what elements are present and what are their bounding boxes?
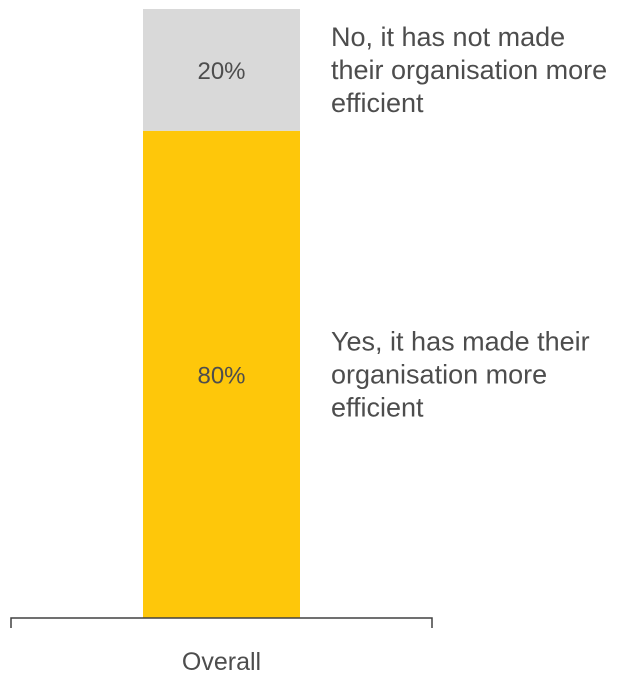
series-label-no: No, it has not made their organisation mo…: [331, 22, 607, 118]
bar-segments: [143, 9, 300, 619]
bar-segment-labels: 80% 20%: [197, 58, 245, 389]
bar-segment-no: [143, 9, 300, 131]
x-axis: Overall: [10, 617, 433, 674]
series-label-line: Yes, it has made their: [331, 326, 590, 356]
x-axis-category-label: Overall: [182, 648, 261, 674]
x-axis-line: [10, 617, 433, 628]
series-label-line: No, it has not made: [331, 22, 565, 52]
series-label-yes: Yes, it has made their organisation more e…: [331, 326, 590, 422]
bar-segment-yes: [143, 130, 300, 619]
data-label-yes: 80%: [197, 362, 245, 389]
series-label-line: efficient: [331, 392, 424, 422]
series-label-line: efficient: [331, 88, 424, 118]
series-label-line: their organisation more: [331, 55, 607, 85]
series-label-line: organisation more: [331, 359, 547, 389]
series-labels: Yes, it has made their organisation more e…: [331, 22, 607, 422]
data-label-no: 20%: [197, 58, 245, 85]
